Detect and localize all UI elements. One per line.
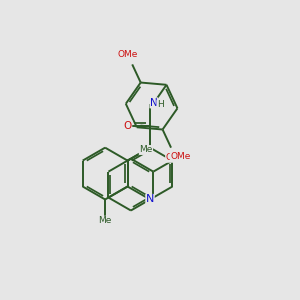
Text: OMe: OMe [117,50,138,59]
Text: Me: Me [139,146,153,154]
Text: N: N [150,98,158,108]
Text: H: H [157,100,164,109]
Text: OMe: OMe [170,152,190,160]
Text: OMe: OMe [166,153,186,162]
Text: N: N [146,194,154,205]
Text: O: O [124,121,132,130]
Text: Me: Me [98,216,112,225]
